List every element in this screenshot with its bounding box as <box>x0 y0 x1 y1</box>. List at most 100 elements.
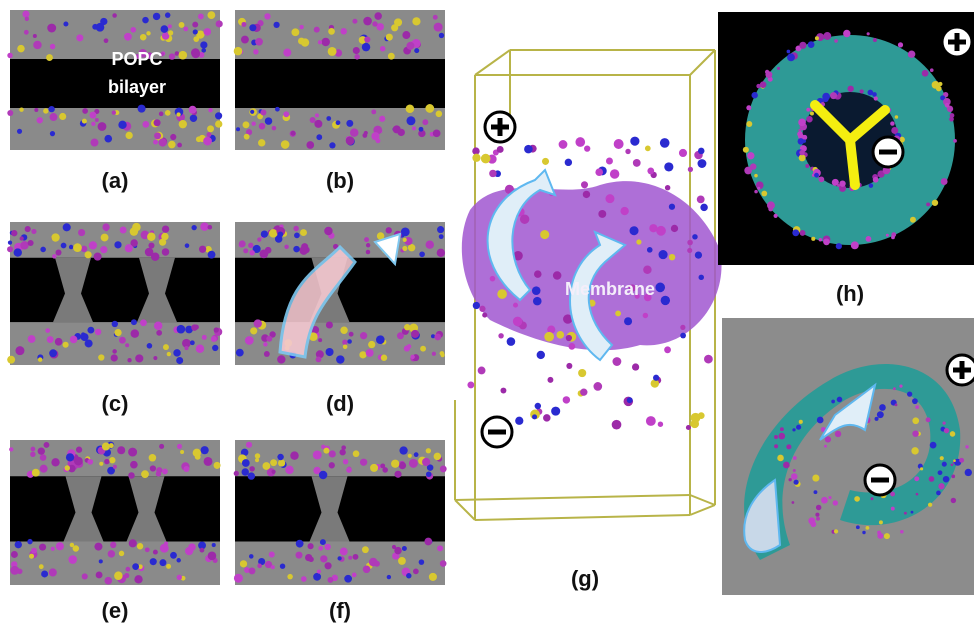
atom <box>914 476 919 481</box>
atom <box>869 183 873 187</box>
atom <box>884 533 890 539</box>
atom <box>386 34 393 41</box>
atom <box>793 469 796 472</box>
atom <box>439 234 444 239</box>
atom <box>566 363 572 369</box>
charge-bar <box>871 478 889 483</box>
atom <box>242 459 250 467</box>
atom <box>40 465 48 473</box>
atom <box>165 12 170 17</box>
atom <box>177 575 182 580</box>
panel-label: (a) <box>102 168 129 193</box>
atom <box>192 22 198 28</box>
atom <box>636 239 641 244</box>
atom <box>95 118 99 122</box>
atom <box>61 243 67 249</box>
atom <box>406 42 414 50</box>
atom <box>932 81 940 89</box>
atom <box>556 331 564 339</box>
atom <box>324 227 332 235</box>
atom <box>834 39 838 43</box>
atom <box>754 174 758 178</box>
atom <box>234 47 243 56</box>
atom <box>296 552 303 559</box>
atom <box>242 468 249 475</box>
atom <box>369 558 378 567</box>
atom <box>534 270 542 278</box>
atom <box>102 442 110 450</box>
atom <box>142 121 149 128</box>
atom <box>34 108 38 112</box>
atom <box>190 115 197 122</box>
atom <box>808 517 815 524</box>
atom <box>269 229 278 238</box>
atom <box>324 562 331 569</box>
atom <box>340 28 346 34</box>
atom <box>346 136 355 145</box>
atom <box>920 467 923 470</box>
atom <box>814 173 819 178</box>
atom <box>15 346 24 355</box>
atom <box>125 132 132 139</box>
atom <box>343 459 348 464</box>
atom <box>789 478 792 481</box>
atom <box>624 317 632 325</box>
atom <box>104 577 112 585</box>
box-edge <box>475 50 510 75</box>
atom <box>45 328 50 333</box>
atom <box>201 48 206 53</box>
atom <box>147 343 153 349</box>
atom <box>910 217 916 223</box>
atom <box>799 42 806 49</box>
atom <box>353 554 359 560</box>
atom <box>854 496 860 502</box>
atom <box>938 470 943 475</box>
atom <box>14 248 22 256</box>
atom <box>643 313 648 318</box>
atom <box>823 32 831 40</box>
atom <box>647 168 654 175</box>
atom <box>566 335 572 341</box>
atom <box>109 457 115 463</box>
atom <box>269 552 275 558</box>
atom <box>339 449 345 455</box>
atom <box>559 140 568 149</box>
atom <box>299 25 303 29</box>
atom <box>658 422 663 427</box>
atom <box>757 187 760 190</box>
atom <box>507 337 516 346</box>
atom <box>402 31 410 39</box>
atom <box>656 226 666 236</box>
atom <box>406 104 415 113</box>
atom <box>890 492 895 497</box>
atom <box>543 414 551 422</box>
atom <box>498 333 503 338</box>
atom <box>891 235 895 239</box>
atom <box>9 447 13 451</box>
atom <box>565 159 572 166</box>
atom <box>290 451 298 459</box>
atom <box>434 334 441 341</box>
atom <box>669 254 675 260</box>
atom <box>8 240 12 244</box>
atom <box>319 471 327 479</box>
atom <box>704 355 713 364</box>
atom <box>625 149 630 154</box>
atom <box>70 336 78 344</box>
atom <box>605 194 614 203</box>
atom <box>327 577 333 583</box>
atom <box>394 547 401 554</box>
atom <box>661 296 670 305</box>
atom <box>7 356 15 364</box>
pore-top-view <box>718 12 974 265</box>
atom <box>419 559 425 565</box>
atom <box>500 388 506 394</box>
atom <box>87 459 93 465</box>
atom <box>337 556 341 560</box>
atom <box>808 41 815 48</box>
atom <box>263 342 267 346</box>
annotation: Membrane <box>565 279 655 299</box>
atom <box>90 139 98 147</box>
atom <box>208 251 216 259</box>
atom <box>489 170 496 177</box>
